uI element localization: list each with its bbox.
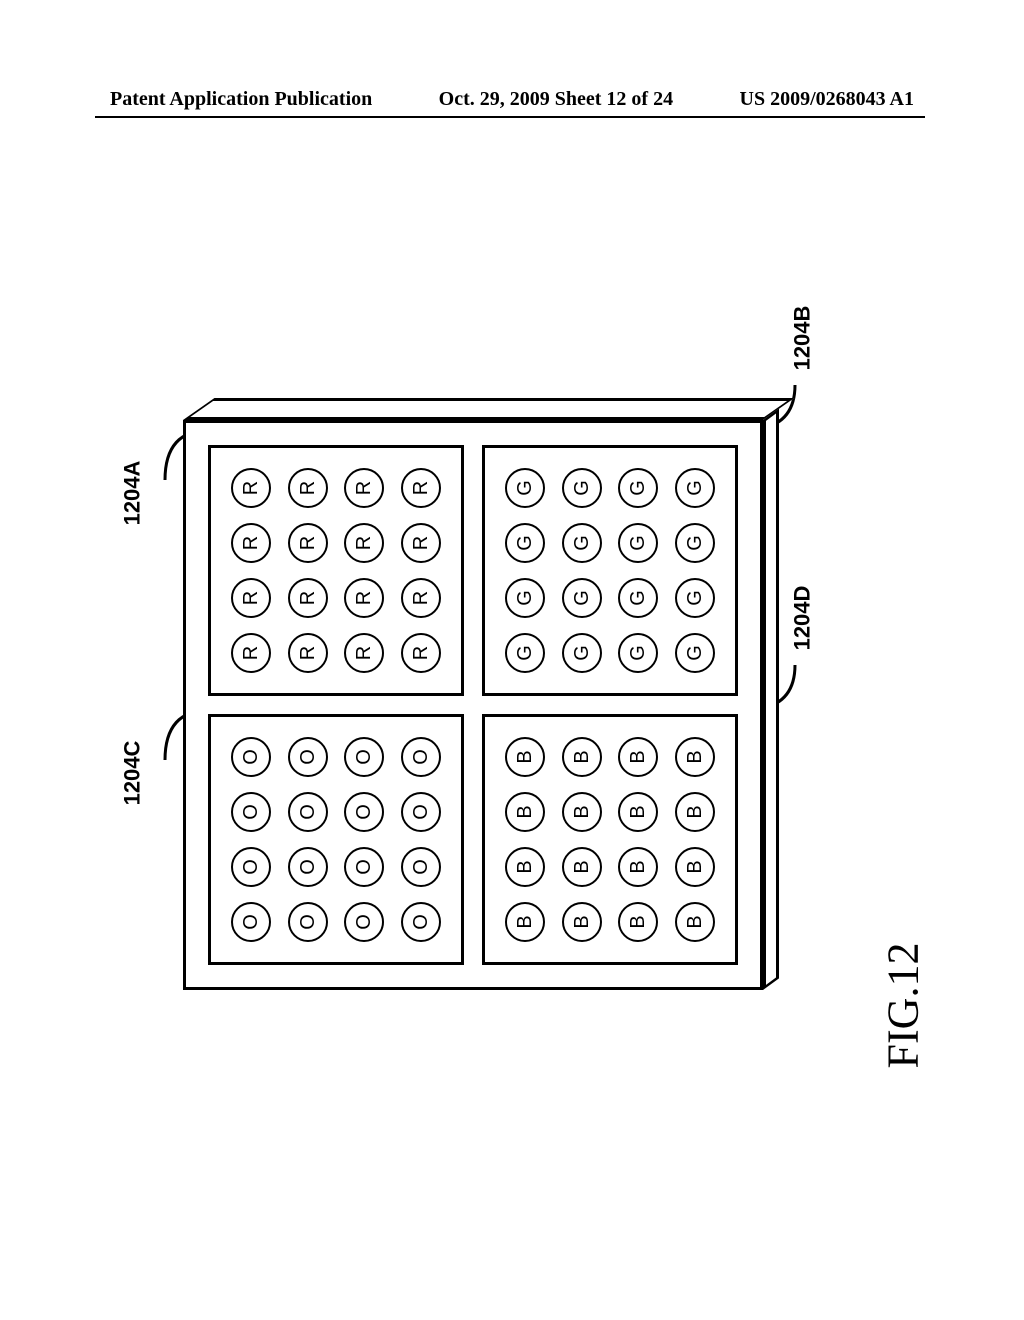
lens-b: B [505, 902, 545, 942]
lens-b: B [562, 792, 602, 832]
quad-container: RRRRRRRRRRRRRRRR GGGGGGGGGGGGGGGG OOOOOO… [208, 445, 738, 965]
lens-r: R [288, 523, 328, 563]
quad-1204b: GGGGGGGGGGGGGGGG [482, 445, 738, 696]
lens-o: O [401, 792, 441, 832]
lens-g: G [618, 468, 658, 508]
quad-1204c: OOOOOOOOOOOOOOOO [208, 714, 464, 965]
lens-g: G [505, 633, 545, 673]
sensor-block: RRRRRRRRRRRRRRRR GGGGGGGGGGGGGGGG OOOOOO… [183, 420, 763, 990]
lens-b: B [675, 847, 715, 887]
lens-o: O [401, 902, 441, 942]
quad-1204d: BBBBBBBBBBBBBBBB [482, 714, 738, 965]
label-1204a: 1204A [119, 461, 145, 526]
lens-b: B [562, 737, 602, 777]
lens-g: G [618, 578, 658, 618]
lens-r: R [401, 523, 441, 563]
lens-r: R [344, 578, 384, 618]
lens-r: R [401, 578, 441, 618]
lens-o: O [288, 737, 328, 777]
lens-b: B [675, 737, 715, 777]
lens-r: R [231, 523, 271, 563]
lens-o: O [344, 792, 384, 832]
figure-caption: FIG.12 [877, 943, 928, 1069]
lens-b: B [505, 792, 545, 832]
lens-g: G [505, 468, 545, 508]
lens-g: G [505, 523, 545, 563]
lens-o: O [401, 847, 441, 887]
lens-g: G [618, 523, 658, 563]
lens-r: R [231, 468, 271, 508]
lens-g: G [562, 523, 602, 563]
label-1204b: 1204B [789, 306, 815, 371]
lens-o: O [401, 737, 441, 777]
lens-o: O [344, 847, 384, 887]
header-rule [95, 116, 925, 118]
lens-g: G [675, 578, 715, 618]
lens-o: O [231, 792, 271, 832]
lens-b: B [675, 792, 715, 832]
lens-r: R [401, 468, 441, 508]
lens-b: B [618, 737, 658, 777]
lens-g: G [675, 468, 715, 508]
lens-g: G [505, 578, 545, 618]
header-right: US 2009/0268043 A1 [740, 88, 914, 111]
lens-b: B [618, 902, 658, 942]
lens-o: O [344, 902, 384, 942]
lens-r: R [401, 633, 441, 673]
label-1204c: 1204C [119, 741, 145, 806]
lens-r: R [231, 633, 271, 673]
lens-b: B [562, 847, 602, 887]
lens-g: G [562, 578, 602, 618]
lens-b: B [505, 737, 545, 777]
header-center: Oct. 29, 2009 Sheet 12 of 24 [439, 88, 673, 111]
block-right-face [763, 408, 779, 990]
block-top-face [183, 398, 794, 420]
lens-g: G [675, 633, 715, 673]
lens-r: R [288, 578, 328, 618]
lens-r: R [288, 633, 328, 673]
lens-b: B [505, 847, 545, 887]
lens-g: G [562, 468, 602, 508]
lens-b: B [618, 792, 658, 832]
lens-r: R [344, 633, 384, 673]
lens-o: O [288, 847, 328, 887]
lens-r: R [344, 523, 384, 563]
lens-r: R [231, 578, 271, 618]
lens-r: R [344, 468, 384, 508]
lens-o: O [344, 737, 384, 777]
lens-o: O [231, 737, 271, 777]
lens-o: O [288, 792, 328, 832]
lens-o: O [231, 902, 271, 942]
lens-b: B [675, 902, 715, 942]
lens-g: G [618, 633, 658, 673]
lens-o: O [231, 847, 271, 887]
lens-r: R [288, 468, 328, 508]
lens-g: G [562, 633, 602, 673]
label-1204d: 1204D [789, 586, 815, 651]
header-left: Patent Application Publication [110, 88, 372, 111]
lens-g: G [675, 523, 715, 563]
lens-o: O [288, 902, 328, 942]
lens-b: B [618, 847, 658, 887]
block-front-face: RRRRRRRRRRRRRRRR GGGGGGGGGGGGGGGG OOOOOO… [183, 420, 763, 990]
lens-b: B [562, 902, 602, 942]
quad-1204a: RRRRRRRRRRRRRRRR [208, 445, 464, 696]
figure-12: 1204A 1204C 1204B 1204D RRRRRRRRRRRRRRRR… [0, 190, 1024, 1090]
